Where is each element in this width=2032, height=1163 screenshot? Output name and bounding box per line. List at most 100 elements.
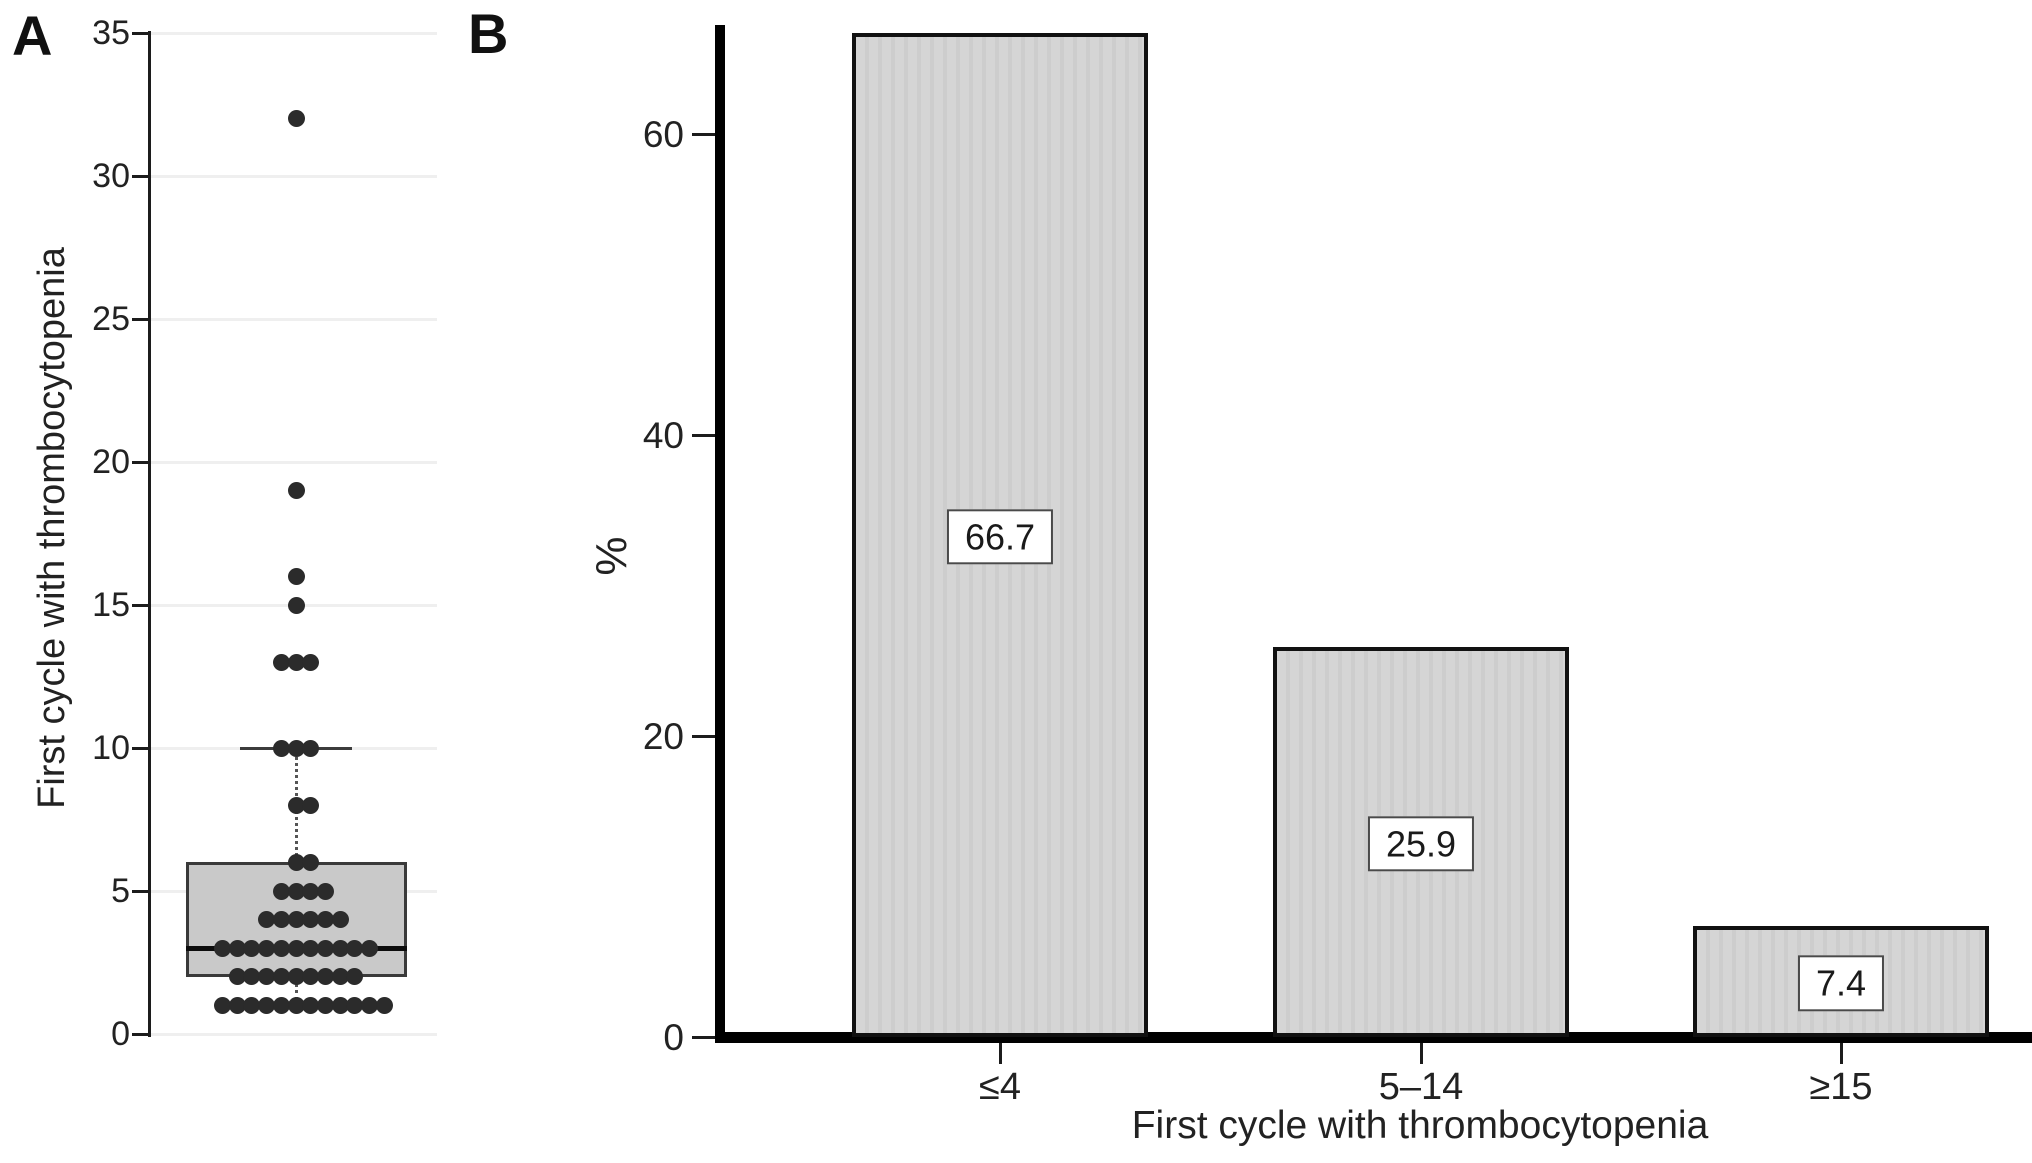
data-dot [316, 882, 334, 900]
data-dot [302, 882, 320, 900]
y-axis-tick-label: 15 [92, 586, 130, 624]
data-dot [287, 882, 305, 900]
panel-b-x-axis-title: First cycle with thrombocytopenia [1131, 1104, 1709, 1147]
data-dot [287, 853, 305, 871]
x-axis-tick [998, 1043, 1002, 1064]
data-dot [331, 911, 349, 929]
panel-b-x-axis-line [715, 1032, 2032, 1043]
data-dot [302, 653, 320, 671]
gridline [151, 318, 437, 321]
y-axis-tick-label: 5 [111, 872, 130, 910]
data-dot [272, 911, 290, 929]
panel-b-label: B [468, 2, 509, 65]
y-axis-tick-label: 0 [663, 1017, 684, 1058]
data-dot [272, 968, 290, 986]
y-axis-tick [132, 889, 148, 893]
gridline [151, 32, 437, 35]
y-axis-tick [692, 1035, 715, 1039]
data-dot [361, 939, 378, 957]
y-axis-tick [132, 174, 148, 178]
x-axis-tick [1419, 1043, 1423, 1064]
y-axis-tick-label: 10 [92, 729, 130, 767]
panel-b-y-axis-line [715, 25, 725, 1043]
data-dot [243, 968, 261, 986]
data-dot [361, 996, 378, 1014]
boxplot-lower-whisker [294, 976, 298, 1002]
gridline [151, 461, 437, 464]
data-dot [228, 996, 246, 1014]
data-dot [331, 939, 349, 957]
data-dot [214, 939, 231, 957]
data-dot [302, 939, 320, 957]
data-dot [228, 939, 246, 957]
data-dot [228, 968, 246, 986]
data-dot [287, 596, 305, 614]
data-dot [302, 796, 320, 814]
y-axis-tick [132, 603, 148, 607]
data-dot [302, 968, 320, 986]
data-dot [346, 996, 364, 1014]
y-axis-tick-label: 60 [642, 114, 684, 155]
data-dot [287, 796, 305, 814]
y-axis-tick-label: 35 [92, 14, 130, 52]
data-dot [316, 996, 334, 1014]
y-axis-tick-label: 25 [92, 300, 130, 338]
x-axis-tick [1839, 1043, 1843, 1064]
data-dot [258, 939, 276, 957]
data-dot [258, 968, 276, 986]
data-dot [272, 939, 290, 957]
data-dot [258, 911, 276, 929]
data-dot [243, 996, 261, 1014]
y-axis-tick [132, 460, 148, 464]
data-dot [258, 996, 276, 1014]
data-dot [331, 968, 349, 986]
panel-a-label: A [12, 4, 53, 67]
data-dot [287, 996, 305, 1014]
bar-value-label: 25.9 [1367, 816, 1475, 872]
data-dot [272, 653, 290, 671]
data-dot [302, 853, 320, 871]
y-axis-tick-label: 20 [92, 443, 130, 481]
y-axis-tick-label: 0 [111, 1015, 130, 1053]
bar-value-label: 66.7 [946, 509, 1054, 565]
data-dot [287, 482, 305, 500]
data-dot [316, 968, 334, 986]
data-dot [331, 996, 349, 1014]
data-dot [287, 653, 305, 671]
y-axis-tick-label: 30 [92, 157, 130, 195]
bar [1693, 925, 1989, 1037]
y-axis-tick-label: 40 [642, 415, 684, 456]
y-axis-tick [132, 1032, 148, 1036]
data-dot [272, 996, 290, 1014]
y-axis-tick [692, 734, 715, 738]
x-axis-tick-label: ≤4 [979, 1066, 1021, 1108]
data-dot [287, 968, 305, 986]
panel-a-y-axis-line [148, 31, 151, 1037]
y-axis-tick [132, 317, 148, 321]
data-dot [302, 996, 320, 1014]
data-dot [287, 939, 305, 957]
data-dot [316, 911, 334, 929]
data-dot [287, 911, 305, 929]
y-axis-tick [132, 31, 148, 35]
y-axis-tick [132, 746, 148, 750]
data-dot [302, 739, 320, 757]
data-dot [287, 739, 305, 757]
gridline [151, 1033, 437, 1036]
x-axis-tick-label: 5–14 [1378, 1066, 1464, 1108]
data-dot [346, 968, 364, 986]
data-dot [272, 882, 290, 900]
data-dot [287, 110, 305, 128]
data-dot [214, 996, 231, 1014]
data-dot [287, 567, 305, 585]
data-dot [302, 911, 320, 929]
y-axis-tick [692, 433, 715, 437]
data-dot [346, 939, 364, 957]
data-dot [375, 996, 393, 1014]
gridline [151, 175, 437, 178]
y-axis-tick-label: 20 [642, 716, 684, 757]
y-axis-tick [692, 132, 715, 136]
bar-value-label: 7.4 [1797, 955, 1885, 1011]
